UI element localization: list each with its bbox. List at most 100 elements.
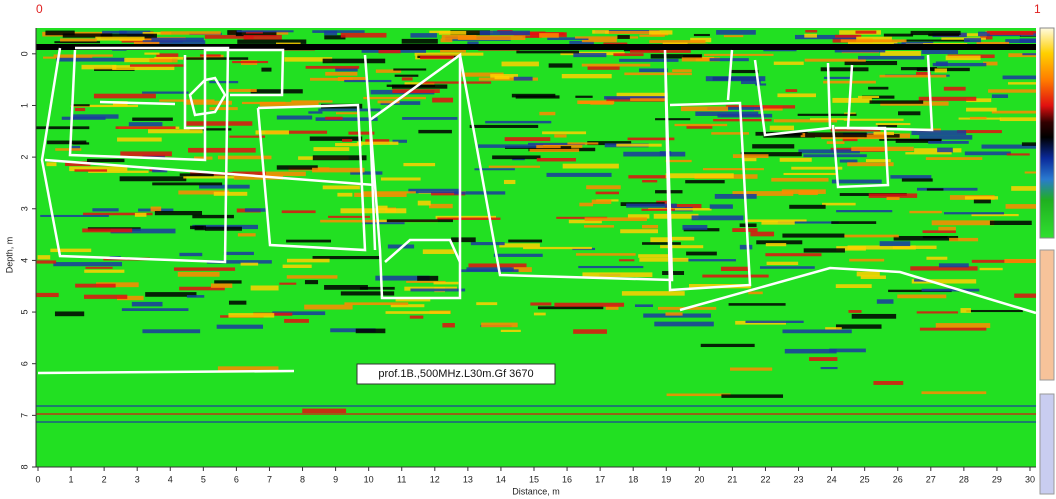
texture-band <box>949 238 978 241</box>
texture-band <box>420 56 454 59</box>
texture-band <box>291 100 332 102</box>
texture-band <box>873 381 903 385</box>
texture-band <box>227 89 257 92</box>
texture-band <box>767 262 799 265</box>
texture-band <box>960 308 970 313</box>
texture-band <box>992 94 1008 98</box>
texture-band <box>777 93 816 97</box>
texture-band <box>87 159 124 162</box>
texture-band <box>539 112 555 115</box>
texture-band <box>129 122 163 126</box>
texture-band <box>120 176 187 181</box>
x-tick-label: 19 <box>661 474 671 484</box>
texture-band <box>920 328 986 331</box>
texture-band <box>554 303 624 307</box>
texture-band <box>316 117 378 121</box>
texture-band <box>84 295 127 299</box>
texture-band <box>244 35 282 39</box>
texture-band <box>363 97 426 99</box>
texture-band <box>325 117 342 120</box>
texture-band <box>85 267 112 269</box>
texture-band <box>495 76 510 79</box>
texture-band <box>480 31 530 35</box>
texture-band <box>117 138 162 142</box>
texture-band <box>844 235 898 238</box>
texture-band <box>628 175 668 178</box>
texture-band <box>974 199 991 203</box>
texture-band <box>381 177 421 180</box>
texture-band <box>926 157 982 160</box>
texture-band <box>179 253 202 256</box>
texture-band <box>214 280 241 283</box>
texture-band <box>740 223 757 226</box>
texture-band <box>422 81 491 83</box>
texture-band <box>890 175 931 179</box>
texture-band <box>386 311 451 314</box>
texture-band <box>724 35 743 37</box>
x-tick-label: 12 <box>430 474 440 484</box>
texture-band <box>205 227 242 231</box>
texture-band <box>832 180 882 184</box>
texture-band <box>152 182 222 185</box>
texture-band <box>514 77 533 81</box>
texture-band <box>323 59 386 64</box>
texture-band <box>630 98 665 101</box>
texture-band <box>1020 38 1036 42</box>
texture-band <box>241 263 259 266</box>
texture-band <box>217 325 263 329</box>
texture-band <box>841 39 907 42</box>
texture-band <box>660 245 703 248</box>
texture-band <box>504 180 515 184</box>
texture-band <box>306 66 360 69</box>
texture-band <box>822 203 856 206</box>
texture-band <box>588 66 620 70</box>
y-tick-label: 1 <box>19 103 29 108</box>
color-bar <box>1040 28 1054 238</box>
texture-band <box>92 208 118 211</box>
texture-band <box>592 30 609 34</box>
texture-band <box>905 40 970 42</box>
texture-band <box>893 246 937 249</box>
texture-band <box>672 69 692 72</box>
texture-band <box>573 329 607 334</box>
texture-band <box>516 95 560 98</box>
texture-band <box>923 230 956 233</box>
texture-band <box>855 31 876 34</box>
texture-band <box>461 269 519 272</box>
texture-band <box>55 311 84 316</box>
texture-band <box>81 65 116 69</box>
y-tick-label: 7 <box>19 413 29 418</box>
texture-band <box>704 54 773 56</box>
texture-band <box>922 50 959 54</box>
texture-band <box>1011 186 1036 191</box>
texture-band <box>56 58 125 62</box>
texture-band <box>694 34 710 36</box>
x-tick-label: 4 <box>168 474 173 484</box>
texture-band <box>523 247 592 249</box>
texture-band <box>323 185 360 189</box>
x-tick-label: 25 <box>860 474 870 484</box>
texture-band <box>228 313 274 317</box>
texture-band <box>362 191 415 193</box>
texture-band <box>752 144 794 148</box>
x-tick-label: 15 <box>529 474 539 484</box>
texture-band <box>277 165 318 169</box>
texture-band <box>937 148 953 153</box>
texture-band <box>766 243 786 246</box>
texture-band <box>639 35 664 37</box>
texture-band <box>932 220 995 225</box>
texture-band <box>135 213 147 217</box>
texture-band <box>530 302 551 305</box>
texture-band <box>944 212 1004 214</box>
texture-band <box>356 329 386 334</box>
texture-band <box>209 107 237 110</box>
x-tick-label: 6 <box>234 474 239 484</box>
deep-band <box>36 405 1036 407</box>
texture-band <box>149 59 177 63</box>
texture-band <box>635 304 653 307</box>
texture-band <box>224 252 254 255</box>
texture-band <box>481 323 518 328</box>
texture-band <box>701 344 755 347</box>
texture-band <box>284 319 309 323</box>
texture-band <box>1022 53 1036 55</box>
